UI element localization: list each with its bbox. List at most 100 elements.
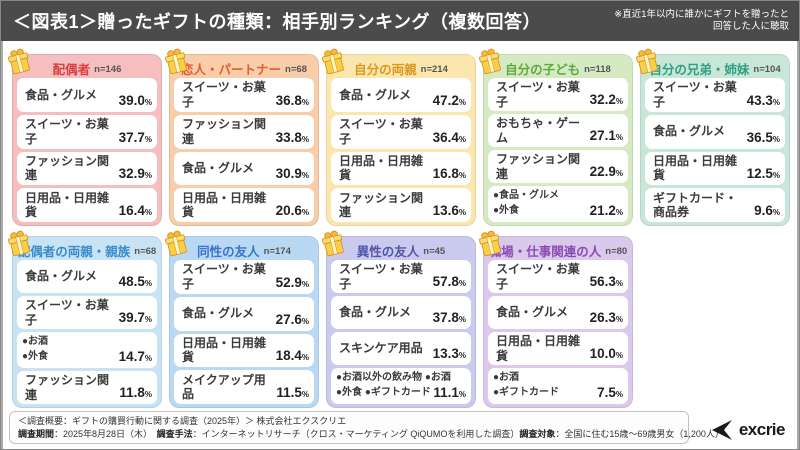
gift-percentage: 52.9% [276, 274, 309, 292]
gift-percentage: 11.8% [119, 384, 152, 402]
gift-type-label: ファッション関連 [339, 190, 424, 220]
gift-icon [322, 48, 344, 75]
percent-sign: % [144, 354, 152, 363]
gift-percentage-number: 10.0 [589, 346, 616, 361]
gift-percentage: 20.6% [276, 202, 309, 220]
rank-item: スキンケア用品 13.3% [331, 332, 471, 365]
gift-icon [636, 48, 658, 75]
percent-sign: % [301, 134, 309, 144]
rank-item: スイーツ・お菓子 37.7% [17, 114, 157, 149]
survey-method-label: 調査手法 [156, 429, 193, 440]
panel-header: 配偶者 n=146 [17, 58, 157, 78]
header-note: ※直近1年以内に誰かにギフトを贈ったと 回答した人に聴取 [614, 8, 789, 32]
gift-percentage-number: 47.2 [432, 92, 459, 108]
rank-item: ●お酒以外の飲み物 ●お酒 ●外食 ●ギフトカード 11.1% [331, 368, 471, 404]
panel-title: 配偶者 [52, 62, 91, 77]
gift-panel: 同性の友人 n=174 スイーツ・お菓子 52.9% 食品・グルメ 27.6% … [165, 230, 319, 408]
gift-percentage-number: 22.9 [589, 164, 616, 179]
rank-item: 日用品・日用雑貨 10.0% [488, 332, 628, 365]
rank-item: ●お酒 ●ギフトカード 7.5% [488, 368, 628, 404]
percent-sign: % [772, 97, 780, 107]
gift-icon [479, 230, 501, 257]
gift-percentage-number: 11.1 [433, 385, 459, 400]
percent-sign: % [144, 279, 152, 288]
gift-panel: 自分の両親 n=214 食品・グルメ 47.2% スイーツ・お菓子 36.4% … [322, 48, 476, 226]
gift-panel: 異性の友人 n=45 スイーツ・お菓子 57.8% 食品・グルメ 37.8% ス… [322, 230, 476, 408]
gift-type-label: ●お酒 ●外食 [22, 336, 49, 362]
gift-type-label: 日用品・日用雑貨 [182, 335, 267, 365]
gift-type-label: メイクアップ用品 [182, 372, 266, 402]
gift-percentage: 9.6% [754, 202, 780, 220]
company-logo: excrie [711, 420, 786, 440]
gift-percentage-number: 33.8 [275, 129, 302, 145]
panel-title: 配偶者の両親・親族 [17, 244, 131, 259]
gift-icon [322, 230, 344, 257]
gift-percentage-number: 39.7 [118, 310, 145, 325]
rank-item: ギフトカード・ 商品券 9.6% [645, 188, 785, 222]
rank-item: 食品・グルメ 26.3% [488, 296, 628, 329]
content-area: 配偶者 n=146 食品・グルメ 39.0% スイーツ・お菓子 37.7% ファ… [1, 41, 799, 449]
percent-sign: % [615, 351, 623, 360]
gift-percentage: 48.5% [119, 273, 152, 291]
gift-percentage: 39.7% [119, 309, 152, 327]
gift-type-label: 食品・グルメ [496, 305, 569, 320]
percent-sign: % [772, 134, 780, 144]
gift-type-label: スイーツ・お菓子 [182, 80, 266, 109]
gift-type-label: 食品・グルメ [182, 161, 255, 176]
rank-item: スイーツ・お菓子 56.3% [488, 260, 628, 293]
gift-percentage-number: 48.5 [118, 274, 145, 289]
gift-percentage: 33.8% [276, 129, 309, 147]
percent-sign: % [615, 97, 623, 106]
rank-item: スイーツ・お菓子 36.8% [174, 78, 314, 112]
rank-item: スイーツ・お菓子 39.7% [17, 296, 157, 329]
rank-item: 食品・グルメ 30.9% [174, 151, 314, 186]
percent-sign: % [458, 315, 466, 324]
percent-sign: % [144, 390, 152, 399]
panel-header: 同性の友人 n=174 [174, 240, 314, 260]
panel-sample-size: n=104 [753, 63, 781, 75]
percent-sign: % [301, 390, 309, 399]
gift-type-label: 食品・グルメ [653, 124, 726, 139]
gift-percentage: 13.3% [433, 345, 466, 363]
panel-header: 自分の子ども n=118 [488, 58, 628, 78]
gift-percentage-number: 20.6 [275, 203, 302, 218]
rank-item: ●食品・グルメ ●外食 21.2% [488, 186, 628, 222]
gift-percentage-number: 16.4 [118, 203, 145, 218]
gift-percentage-number: 12.5 [746, 166, 773, 182]
percent-sign: % [772, 171, 780, 181]
gift-percentage: 27.6% [276, 311, 309, 329]
gift-panel: 自分の兄弟・姉妹 n=104 スイーツ・お菓子 43.3% 食品・グルメ 36.… [636, 48, 790, 226]
gift-panel: 職場・仕事関連の人 n=80 スイーツ・お菓子 56.3% 食品・グルメ 26.… [479, 230, 633, 408]
gift-percentage: 13.6% [433, 202, 466, 220]
percent-sign: % [772, 208, 780, 217]
rank-item: スイーツ・お菓子 32.2% [488, 78, 628, 111]
gift-type-label: 食品・グルメ [182, 306, 255, 321]
rank-item: おもちゃ・ゲーム 27.1% [488, 114, 628, 147]
gift-icon [479, 48, 501, 75]
gift-percentage-number: 43.3 [746, 92, 773, 108]
gift-type-label: 食品・グルメ [339, 87, 412, 102]
survey-period-text: ：2025年8月28日（木） [54, 429, 157, 440]
gift-percentage-number: 13.3 [432, 346, 459, 361]
panel-sample-size: n=214 [420, 63, 448, 75]
panel-rows: スイーツ・お菓子 52.9% 食品・グルメ 27.6% 日用品・日用雑貨 18.… [174, 260, 314, 404]
panel-header: 配偶者の両親・親族 n=68 [17, 240, 157, 260]
rank-item: 日用品・日用雑貨 18.4% [174, 333, 314, 368]
panel-sample-size: n=45 [423, 245, 446, 257]
gift-panel: 恋人・パートナー n=68 スイーツ・お菓子 36.8% ファッション関連 33… [165, 48, 319, 226]
percent-sign: % [144, 134, 152, 144]
percent-sign: % [615, 315, 623, 324]
gift-percentage: 47.2% [433, 92, 466, 110]
gift-type-label: ファッション関連 [496, 152, 581, 181]
rank-item: 日用品・日用雑貨 16.4% [17, 188, 157, 222]
gift-percentage: 43.3% [747, 92, 780, 110]
panel-rows: スイーツ・お菓子 57.8% 食品・グルメ 37.8% スキンケア用品 13.3… [331, 260, 471, 404]
rank-item: 食品・グルメ 47.2% [331, 78, 471, 112]
percent-sign: % [301, 353, 309, 363]
panel-rows: 食品・グルメ 39.0% スイーツ・お菓子 37.7% ファッション関連 32.… [17, 78, 157, 222]
panel-sample-size: n=68 [285, 63, 307, 75]
gift-type-label: 日用品・日用雑貨 [653, 153, 738, 183]
rank-item: スイーツ・お菓子 57.8% [331, 260, 471, 293]
gift-type-label: ●食品・グルメ ●外食 [493, 190, 560, 216]
